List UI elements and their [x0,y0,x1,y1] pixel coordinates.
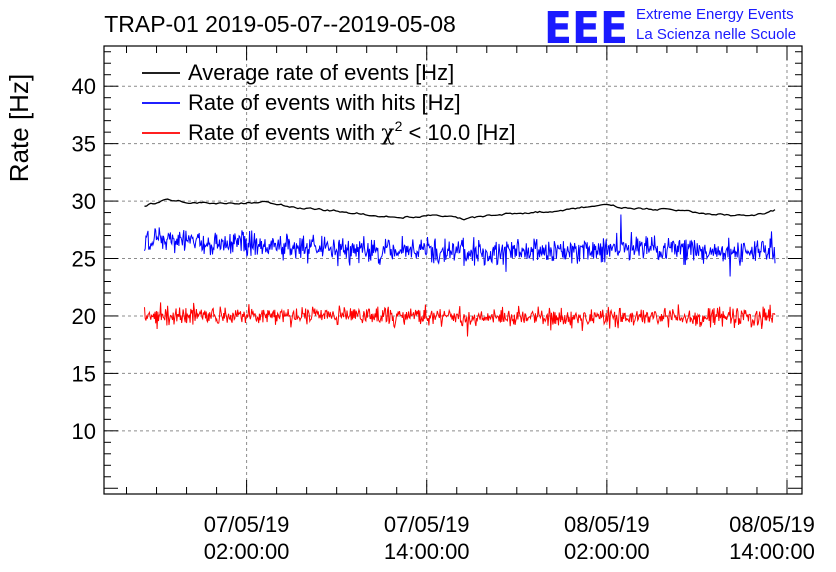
x-tick-label-time: 02:00:00 [564,539,650,564]
chart-title: TRAP-01 2019-05-07--2019-05-08 [104,11,456,37]
legend-label-2: Rate of events with hits [Hz] [188,90,461,115]
series-layer [144,198,776,337]
eee-logo-line2: La Scienza nelle Scuole [636,26,796,43]
x-tick-label-time: 14:00:00 [384,539,470,564]
legend-label-1: Average rate of events [Hz] [188,60,454,85]
series-line-1 [144,198,776,221]
y-axis-label: Rate [Hz] [4,74,34,182]
x-tick-label-date: 07/05/19 [204,512,290,537]
y-tick-label: 40 [72,74,96,99]
legend: Average rate of events [Hz] Rate of event… [142,60,515,146]
series-line-2 [144,214,776,277]
y-tick-label: 35 [72,132,96,157]
eee-logo-line1: Extreme Energy Events [636,6,794,23]
x-tick-label-date: 07/05/19 [384,512,470,537]
x-tick-label-date: 08/05/19 [564,512,650,537]
y-tick-label: 25 [72,247,96,272]
x-tick-label-time: 14:00:00 [729,539,815,564]
y-tick-label: 15 [72,361,96,386]
series-line-3 [144,302,776,337]
y-tick-label: 30 [72,189,96,214]
y-tick-label: 20 [72,304,96,329]
x-tick-label-date: 08/05/19 [729,512,815,537]
x-tick-label-time: 02:00:00 [204,539,290,564]
eee-logo: EEE Extreme Energy Events La Scienza nel… [544,3,796,54]
grid [104,46,802,494]
axes: 1015202530354007/05/1902:00:0007/05/1914… [72,45,815,564]
y-tick-label: 10 [72,419,96,444]
legend-label-3: Rate of events with χ2 < 10.0 [Hz] [188,118,515,146]
